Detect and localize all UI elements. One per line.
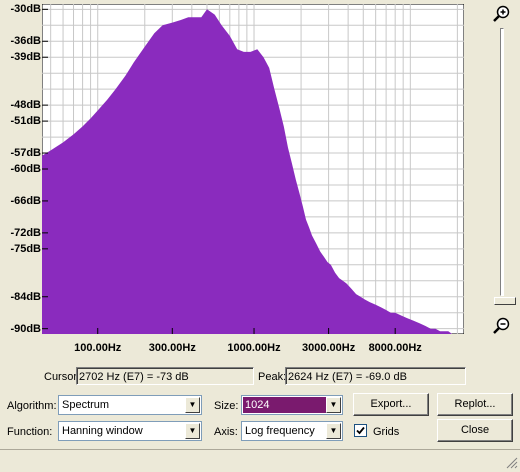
y-tick-label: -60dB [10, 163, 41, 175]
x-tick-label: 8000.00Hz [368, 342, 422, 354]
chevron-down-icon[interactable]: ▼ [326, 423, 341, 439]
y-tick-label: -84dB [10, 290, 41, 303]
y-tick-label: -39dB [10, 51, 41, 64]
y-tick-label: -66dB [10, 194, 41, 207]
peak-label: Peak: [258, 371, 287, 383]
axis-select[interactable]: Log frequency ▼ [241, 421, 343, 441]
x-axis-labels: 100.00Hz 300.00Hz 1000.00Hz 3000.00Hz 8000.0… [42, 342, 472, 356]
zoom-slider-track[interactable] [500, 28, 504, 296]
spectrum-plot[interactable] [42, 4, 464, 334]
y-axis-labels: -30dB -36dB -39dB -48dB -51dB -57dB -60dB -66dB… [0, 0, 41, 340]
y-tick-label: -75dB [10, 242, 41, 255]
zoom-in-icon[interactable] [492, 4, 512, 24]
export-button[interactable]: Export... [353, 393, 429, 416]
peak-readout: 2624 Hz (E7) = -69.0 dB [285, 367, 466, 385]
status-bar [0, 449, 520, 471]
size-label: Size: [214, 400, 239, 412]
axis-label: Axis: [214, 426, 238, 438]
algorithm-select[interactable]: Spectrum ▼ [58, 395, 202, 415]
chevron-down-icon[interactable]: ▼ [326, 397, 341, 413]
size-select[interactable]: 1024 ▼ [241, 395, 343, 415]
chevron-down-icon[interactable]: ▼ [185, 423, 200, 439]
zoom-out-icon[interactable] [492, 316, 512, 336]
grids-checkbox[interactable] [354, 424, 367, 437]
x-tick-label: 3000.00Hz [301, 342, 356, 354]
y-tick-label: -57dB [10, 147, 41, 160]
cursor-label: Cursor: [44, 371, 81, 383]
algorithm-label: Algorithm: [7, 400, 57, 412]
x-tick-label: 300.00Hz [148, 342, 196, 354]
y-tick-label: -90dB [10, 322, 41, 335]
function-label: Function: [7, 426, 53, 438]
function-value: Hanning window [62, 425, 143, 437]
x-tick-label: 1000.00Hz [227, 342, 281, 354]
replot-button[interactable]: Replot... [437, 393, 513, 416]
resize-grip[interactable] [504, 455, 518, 469]
close-button[interactable]: Close [437, 419, 513, 442]
x-tick-label: 100.00Hz [74, 342, 122, 354]
size-selected-highlight [243, 397, 328, 413]
cursor-readout: 2702 Hz (E7) = -73 dB [76, 367, 254, 385]
axis-value: Log frequency [245, 425, 315, 437]
y-tick-label: -48dB [10, 99, 41, 112]
chevron-down-icon[interactable]: ▼ [185, 397, 200, 413]
y-tick-label: -36dB [10, 35, 41, 48]
algorithm-value: Spectrum [62, 399, 110, 411]
function-select[interactable]: Hanning window ▼ [58, 421, 202, 441]
y-tick-label: -30dB [10, 3, 41, 16]
grids-label: Grids [373, 426, 400, 438]
y-tick-label: -72dB [10, 226, 41, 239]
size-value: 1024 [245, 399, 270, 411]
spectrum-area [42, 9, 464, 334]
zoom-slider-thumb[interactable] [494, 297, 516, 305]
y-tick-label: -51dB [10, 115, 41, 128]
